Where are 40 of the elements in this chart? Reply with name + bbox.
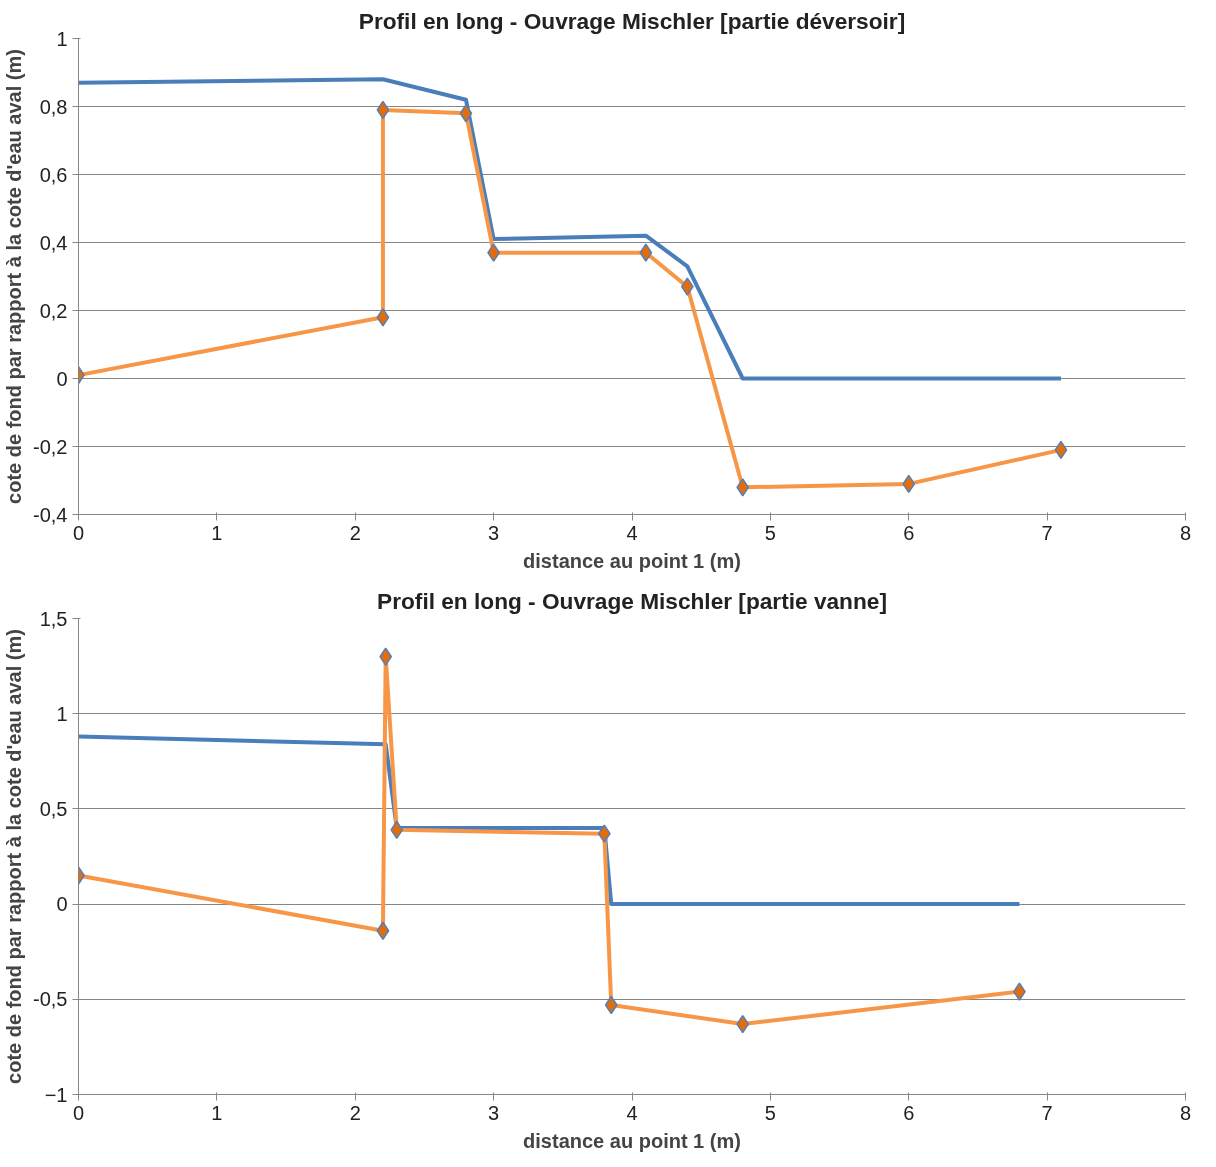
x-tick-label: 3: [488, 1101, 500, 1124]
y-tick-label: −1: [44, 1083, 68, 1106]
y-tick-label: -0,5: [33, 988, 68, 1011]
chart-title: Profil en long - Ouvrage Mischler [partie vanne]: [377, 587, 887, 614]
y-tick-label: 0,4: [39, 231, 68, 254]
x-tick-label: 7: [1041, 1101, 1053, 1124]
x-tick-label: 0: [72, 1101, 85, 1124]
y-tick-label: 0,2: [39, 299, 68, 322]
line-series: [78, 734, 1022, 907]
x-tick-label: 0: [72, 521, 85, 544]
x-tick-label: 8: [1179, 521, 1192, 544]
y-tick-label: 1,5: [39, 607, 68, 630]
x-tick-label: 6: [903, 1101, 915, 1124]
y-axis-title: cote de fond par rapport à la cote d'eau aval (m): [3, 629, 26, 1084]
y-tick-label: 0,5: [39, 797, 68, 820]
chart-title: Profil en long - Ouvrage Mischler [partie déversoir]: [358, 7, 906, 34]
line-series: [78, 77, 1063, 381]
y-tick-label: 0: [56, 893, 68, 916]
x-tick-label: 2: [349, 521, 361, 544]
x-tick-label: 7: [1041, 521, 1053, 544]
y-tick-label: 0,6: [39, 163, 68, 186]
x-tick-label: 3: [488, 521, 500, 544]
x-tick-label: 6: [903, 521, 915, 544]
y-tick-label: -0,4: [33, 503, 68, 526]
x-tick-label: 8: [1179, 1101, 1192, 1124]
y-tick-label: 0: [56, 367, 68, 390]
x-tick-label: 5: [764, 521, 776, 544]
x-axis-title: distance au point 1 (m): [523, 1129, 741, 1152]
y-axis-title: cote de fond par rapport à la cote d'eau aval (m): [3, 49, 26, 504]
x-tick-label: 1: [211, 1101, 223, 1124]
y-tick-label: 0,8: [39, 95, 68, 118]
x-tick-label: 4: [626, 1101, 638, 1124]
y-tick-label: 1: [56, 27, 68, 50]
x-tick-label: 4: [626, 521, 638, 544]
x-tick-label: 2: [349, 1101, 361, 1124]
x-axis-title: distance au point 1 (m): [523, 549, 741, 572]
x-tick-label: 5: [764, 1101, 776, 1124]
y-tick-label: -0,2: [33, 435, 68, 458]
x-tick-label: 1: [211, 521, 223, 544]
y-tick-label: 1: [56, 702, 68, 725]
